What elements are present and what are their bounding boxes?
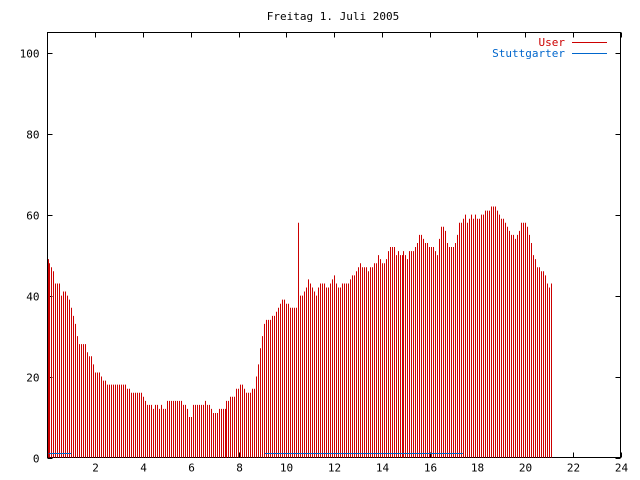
y-tick-label: 40 (26, 291, 39, 304)
x-tick-label: 18 (471, 462, 484, 475)
legend: User Stuttgarter (492, 36, 607, 60)
x-tick-label: 6 (188, 462, 195, 475)
x-tick-label: 12 (328, 462, 341, 475)
legend-label-user: User (539, 36, 566, 49)
y-axis: 0 20 40 60 80 100 (20, 48, 621, 466)
y-tick-label: 100 (20, 48, 40, 61)
x-tick-label: 14 (376, 462, 390, 475)
y-tick-label: 0 (33, 453, 40, 466)
y-tick-label: 60 (26, 210, 39, 223)
chart-title: Freitag 1. Juli 2005 (267, 10, 399, 23)
x-tick-label: 16 (424, 462, 437, 475)
x-tick-label: 20 (519, 462, 532, 475)
user-series (48, 206, 552, 458)
legend-label-stuttgarter: Stuttgarter (492, 47, 565, 60)
x-tick-label: 24 (615, 462, 629, 475)
y-tick-label: 20 (26, 372, 39, 385)
x-tick-label: 2 (92, 462, 99, 475)
x-tick-label: 8 (236, 462, 243, 475)
y-tick-label: 80 (26, 129, 39, 142)
x-tick-label: 4 (140, 462, 147, 475)
x-tick-label: 22 (567, 462, 580, 475)
x-tick-label: 10 (280, 462, 293, 475)
